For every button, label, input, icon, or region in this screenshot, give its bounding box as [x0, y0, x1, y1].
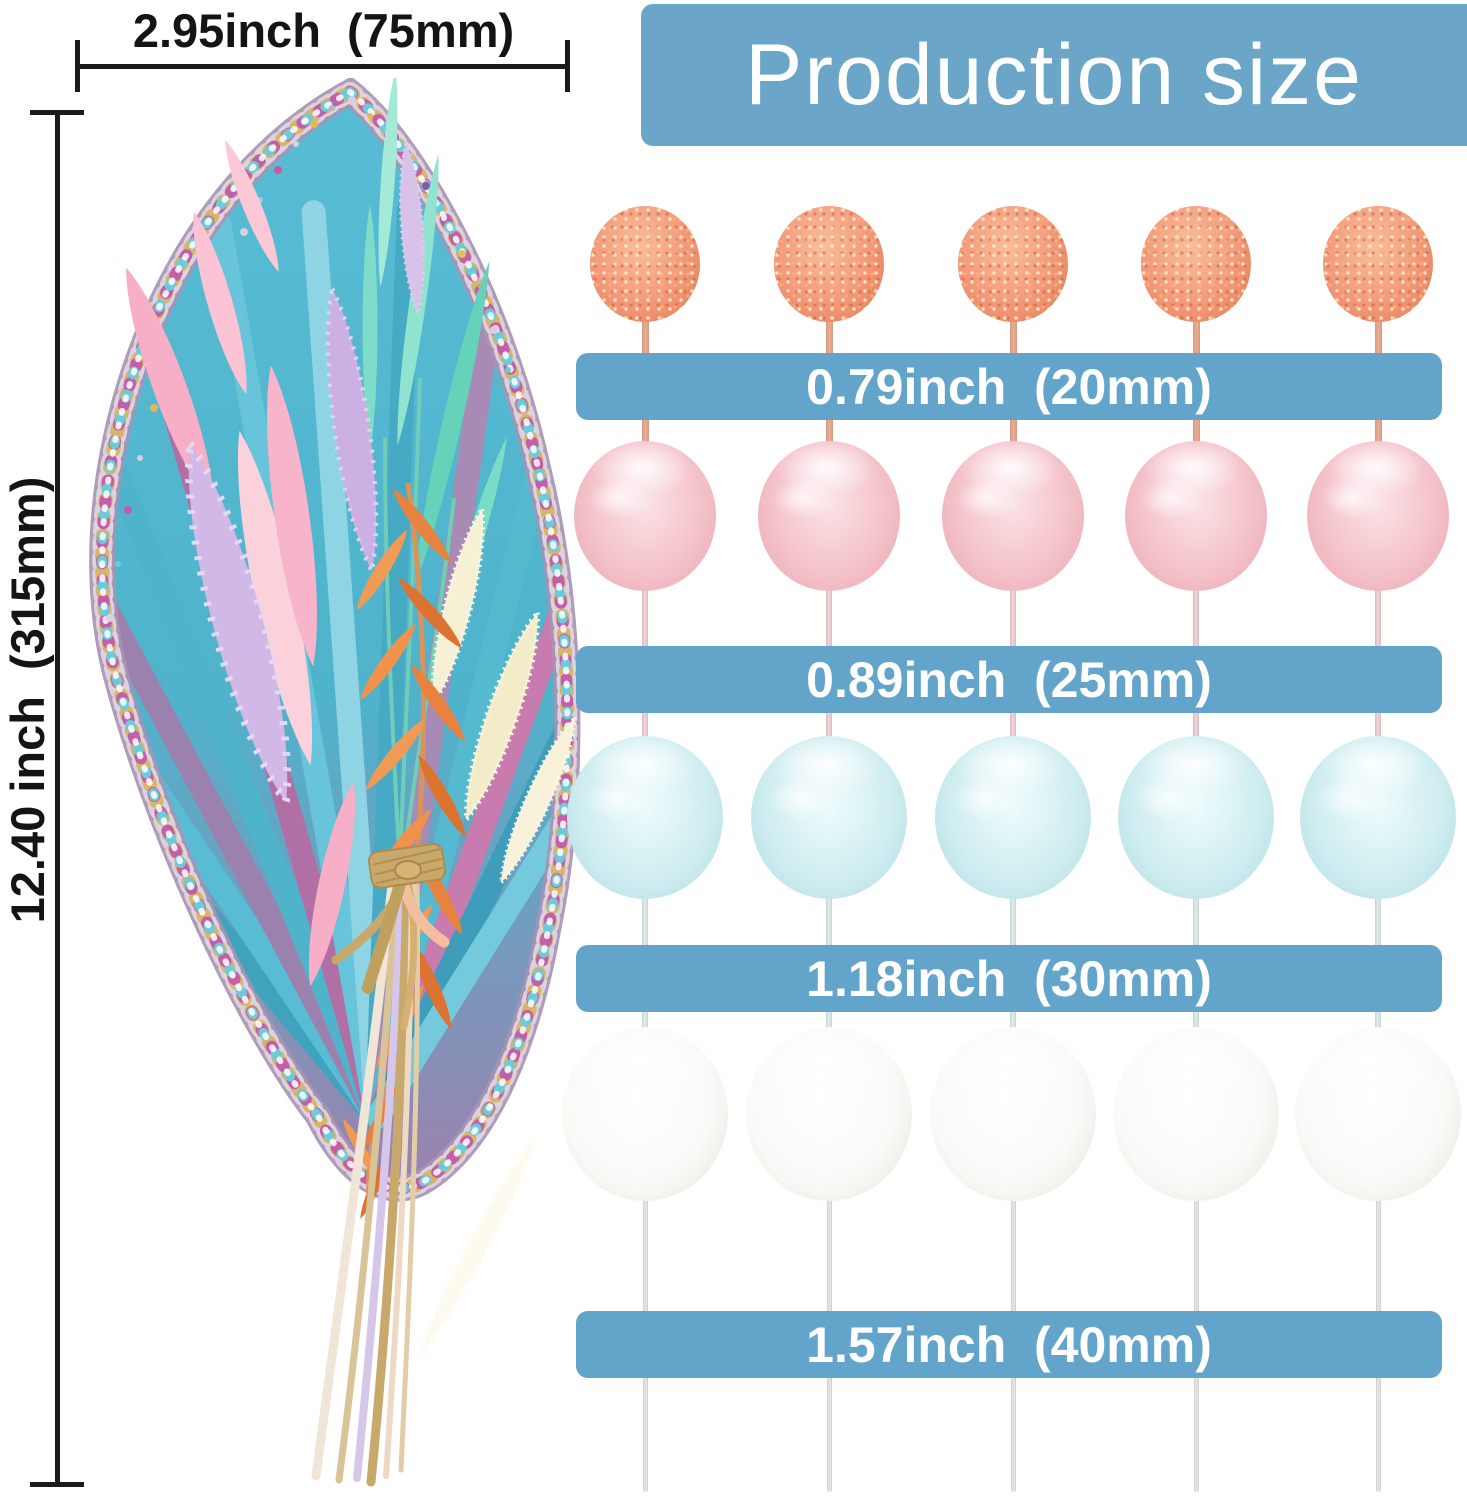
- blue-gloss-ball: [935, 735, 1091, 899]
- blue-gloss-ball: [1300, 735, 1456, 899]
- width-dimension-label: 2.95inch (75mm): [132, 4, 515, 57]
- orange-glitter-ball: [1323, 206, 1433, 322]
- ball-stick: [826, 516, 832, 742]
- ball-stick: [1375, 817, 1381, 1035]
- ball-stick: [642, 1114, 648, 1492]
- white-matte-ball: [1113, 1027, 1279, 1201]
- pink-gloss-ball: [574, 441, 716, 591]
- orange-glitter-ball: [958, 206, 1068, 322]
- height-dimension-label: 12.40 inch (315mm): [1, 476, 54, 924]
- width-dimension-line: [75, 40, 570, 92]
- blue-gloss-ball: [567, 735, 723, 899]
- size-bar: 1.57inch (40mm): [576, 1311, 1442, 1378]
- ball-stick: [826, 1114, 832, 1492]
- orange-glitter-ball: [590, 206, 700, 322]
- ball-stick: [642, 817, 648, 1035]
- pink-gloss-ball: [1307, 441, 1449, 591]
- glitter-sparkles: [106, 96, 511, 622]
- pink-gloss-ball: [1125, 441, 1267, 591]
- ball-stick: [826, 817, 832, 1035]
- ball-stick: [642, 516, 648, 742]
- white-matte-ball: [562, 1027, 728, 1201]
- size-label: 0.79inch (20mm): [806, 358, 1212, 415]
- white-matte-ball: [746, 1027, 912, 1201]
- ball-stick: [1193, 817, 1199, 1035]
- orange-glitter-ball: [774, 206, 884, 322]
- size-label: 0.89inch (25mm): [806, 651, 1212, 708]
- palm-spear-leaf: [89, 78, 581, 1202]
- page-title: Production size: [745, 26, 1363, 123]
- pink-gloss-ball: [758, 441, 900, 591]
- size-bar: 0.89inch (25mm): [576, 646, 1442, 713]
- pink-gloss-ball: [942, 441, 1084, 591]
- ball-stick: [1375, 516, 1381, 742]
- orange-glitter-ball: [1141, 206, 1251, 322]
- ball-stick: [1193, 1114, 1199, 1492]
- blue-gloss-ball: [751, 735, 907, 899]
- blue-gloss-ball: [1118, 735, 1274, 899]
- ball-stick: [1010, 1114, 1016, 1492]
- size-label: 1.18inch (30mm): [806, 950, 1212, 1007]
- ball-stick: [1375, 1114, 1381, 1492]
- ball-stick: [1193, 516, 1199, 742]
- white-matte-ball: [930, 1027, 1096, 1201]
- production-size-banner: Production size: [641, 4, 1467, 146]
- raffia-tie: [331, 843, 450, 1030]
- bouquet-image: [89, 78, 585, 1487]
- size-bar: 1.18inch (30mm): [576, 945, 1442, 1012]
- ball-stick: [1010, 817, 1016, 1035]
- height-dimension-line: [30, 110, 84, 1487]
- white-matte-ball: [1295, 1027, 1461, 1201]
- size-label: 1.57inch (40mm): [806, 1316, 1212, 1373]
- size-bar: 0.79inch (20mm): [576, 353, 1442, 420]
- ball-stick: [1010, 516, 1016, 742]
